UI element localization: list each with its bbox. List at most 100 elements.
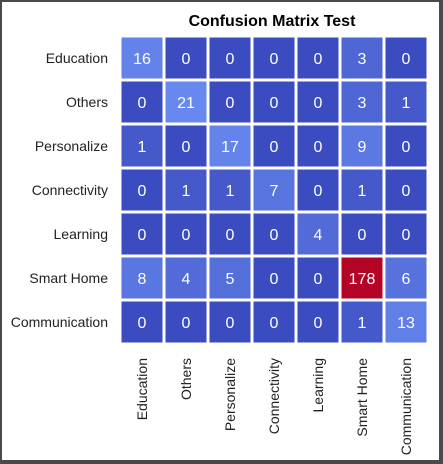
heatmap-cell [341, 301, 383, 343]
cell-value-label: 6 [402, 271, 411, 288]
cell-value-label: 0 [270, 139, 279, 156]
cell-value-label: 0 [314, 95, 323, 112]
cell-value-label: 1 [358, 183, 367, 200]
cell-value-label: 21 [177, 95, 195, 112]
cell-value-label: 0 [314, 271, 323, 288]
cell-value-label: 4 [182, 271, 191, 288]
heatmap-cell [165, 37, 207, 79]
cell-value-label: 0 [270, 271, 279, 288]
heatmap-cell [121, 81, 163, 123]
cell-value-label: 4 [314, 227, 323, 244]
column-label: Personalize [222, 358, 238, 431]
heatmap-cell [385, 37, 427, 79]
cell-value-label: 0 [138, 315, 147, 332]
cell-value-label: 5 [226, 271, 235, 288]
column-label: Smart Home [354, 358, 370, 437]
cell-value-label: 0 [182, 139, 191, 156]
cell-value-label: 3 [358, 95, 367, 112]
heatmap-cell [385, 257, 427, 299]
cell-value-label: 0 [226, 227, 235, 244]
heatmap-cell [253, 213, 295, 255]
heatmap-cell [297, 213, 339, 255]
column-label: Communication [398, 358, 414, 455]
row-label: Smart Home [29, 270, 108, 286]
heatmap-cell [121, 125, 163, 167]
heatmap-cells: 16 0 0 0 0 3 00 21 0 0 0 3 11 0 17 0 0 9 00 1 1 7 0 1 00 0 0 0 4 0 08 4… [121, 37, 427, 343]
heatmap-cell [341, 37, 383, 79]
heatmap-cell [165, 213, 207, 255]
heatmap-cell [209, 301, 251, 343]
heatmap-cell [209, 81, 251, 123]
cell-value-label: 17 [221, 139, 239, 156]
cell-value-label: 0 [314, 315, 323, 332]
heatmap-cell [253, 301, 295, 343]
cell-value-label: 0 [226, 51, 235, 68]
row-label: Connectivity [32, 182, 108, 198]
heatmap-cell [209, 213, 251, 255]
heatmap-cell [121, 37, 163, 79]
heatmap-cell [121, 213, 163, 255]
heatmap-cell [297, 257, 339, 299]
heatmap-cell [297, 81, 339, 123]
heatmap-cell [385, 81, 427, 123]
heatmap-cell [297, 301, 339, 343]
cell-value-label: 178 [349, 271, 376, 288]
cell-value-label: 0 [402, 139, 411, 156]
heatmap-cell [121, 169, 163, 211]
heatmap-cell [121, 257, 163, 299]
cell-value-label: 8 [138, 271, 147, 288]
column-label: Connectivity [266, 358, 282, 434]
row-label: Others [66, 94, 108, 110]
column-label: Education [134, 358, 150, 420]
heatmap-cell [253, 257, 295, 299]
heatmap-cell [253, 81, 295, 123]
row-label: Learning [54, 226, 109, 242]
cell-value-label: 0 [226, 95, 235, 112]
chart-title: Confusion Matrix Test [189, 13, 356, 30]
cell-value-label: 0 [358, 227, 367, 244]
cell-value-label: 3 [358, 51, 367, 68]
cell-value-label: 0 [226, 315, 235, 332]
row-label: Personalize [35, 138, 108, 154]
cell-value-label: 1 [226, 183, 235, 200]
cell-value-label: 0 [402, 51, 411, 68]
heatmap-cell [385, 125, 427, 167]
cell-value-label: 0 [314, 51, 323, 68]
heatmap-cell [209, 257, 251, 299]
cell-value-label: 0 [182, 51, 191, 68]
cell-value-label: 0 [314, 139, 323, 156]
heatmap-cell [209, 169, 251, 211]
heatmap-cell [297, 125, 339, 167]
cell-value-label: 0 [182, 227, 191, 244]
heatmap-cell [341, 81, 383, 123]
cell-value-label: 0 [138, 227, 147, 244]
heatmap-cell [121, 301, 163, 343]
cell-value-label: 0 [270, 227, 279, 244]
heatmap-cell [385, 169, 427, 211]
cell-value-label: 0 [270, 315, 279, 332]
heatmap-cell [253, 125, 295, 167]
heatmap-cell [341, 257, 383, 299]
cell-value-label: 9 [358, 139, 367, 156]
heatmap-cell [165, 81, 207, 123]
cell-value-label: 0 [402, 183, 411, 200]
cell-value-label: 0 [270, 51, 279, 68]
cell-value-label: 0 [182, 315, 191, 332]
heatmap-cell [297, 37, 339, 79]
cell-value-label: 7 [270, 183, 279, 200]
column-label: Learning [310, 358, 326, 413]
cell-value-label: 1 [402, 95, 411, 112]
cell-value-label: 1 [182, 183, 191, 200]
row-labels: Education Others Personalize Connectivity Le… [11, 50, 108, 330]
heatmap-cell [209, 37, 251, 79]
heatmap-cell [341, 169, 383, 211]
column-label: Others [178, 358, 194, 400]
cell-value-label: 1 [138, 139, 147, 156]
heatmap-cell [341, 213, 383, 255]
chart-frame: Confusion Matrix Test 1 6 0 0 0 0 3 0 0 21 0 0 0 3 1 1 0… [2, 2, 439, 460]
heatmap-cell [165, 257, 207, 299]
column-labels: Education Others Personalize Connectivity Le… [134, 358, 414, 455]
cell-value-label: 0 [270, 95, 279, 112]
cell-value-label: 0 [314, 183, 323, 200]
heatmap-cell [253, 37, 295, 79]
